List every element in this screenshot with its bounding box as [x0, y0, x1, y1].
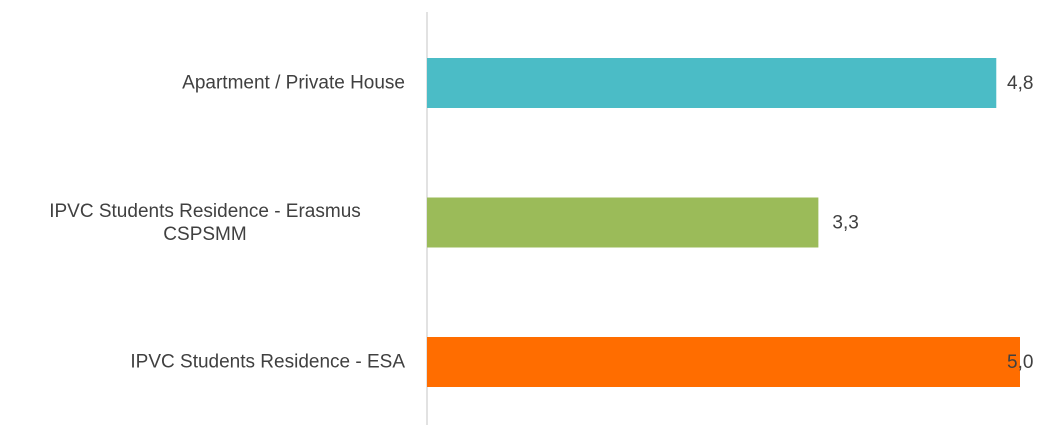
category-label: IPVC Students Residence - Erasmus CSPSMM — [49, 200, 361, 245]
value-label: 4,8 — [1007, 73, 1033, 94]
bar — [427, 58, 997, 108]
category-label: Apartment / Private House — [182, 72, 405, 94]
category-label: IPVC Students Residence - ESA — [130, 351, 405, 373]
value-label: 3,3 — [832, 213, 858, 234]
bar — [427, 197, 819, 248]
value-label: 5,0 — [1007, 352, 1033, 373]
bar — [427, 337, 1020, 387]
